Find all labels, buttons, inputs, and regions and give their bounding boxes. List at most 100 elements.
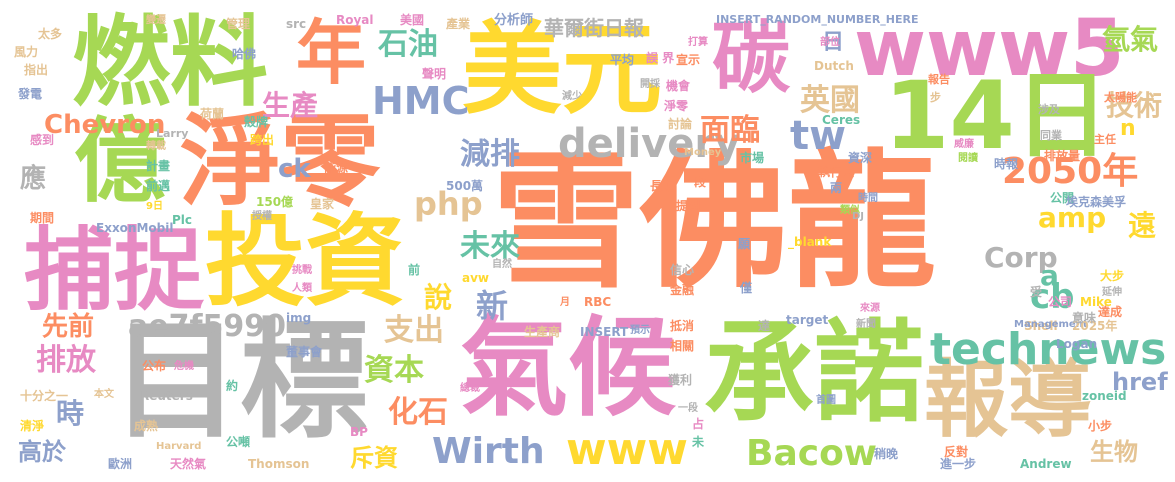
word: 生產 xyxy=(262,89,319,122)
word: 生物 xyxy=(1090,438,1138,466)
word: Management xyxy=(1014,319,1088,330)
word: 9日 xyxy=(146,201,163,212)
word: 太陽能 xyxy=(1104,91,1137,104)
word: 變遷 xyxy=(146,15,166,26)
word: Logan xyxy=(1056,337,1098,351)
word: 太多 xyxy=(38,27,63,41)
word: delivery xyxy=(558,121,741,167)
word: 捕捉 xyxy=(24,218,204,323)
word: 哈佛 xyxy=(232,47,257,61)
word: www xyxy=(566,424,688,475)
word: 石油 xyxy=(378,27,438,62)
word: Dutch xyxy=(814,59,854,73)
word: 氣候 xyxy=(460,306,677,431)
word: 危機 xyxy=(174,361,194,372)
word: 打算 xyxy=(688,37,708,48)
word: amp xyxy=(1038,201,1107,234)
word: 期間 xyxy=(30,211,55,225)
word: 稍晚 xyxy=(874,447,899,461)
word: 承諾 xyxy=(704,309,924,437)
word: 反對 xyxy=(944,445,969,459)
word: 產業 xyxy=(446,17,471,31)
word: avw xyxy=(462,271,490,285)
word: Reuters xyxy=(140,389,193,403)
word: 面臨 xyxy=(700,113,760,148)
word: _blank xyxy=(788,235,832,249)
word: 目標 xyxy=(112,307,369,456)
word: Plc xyxy=(172,213,193,227)
word: 僅 xyxy=(740,281,753,295)
word: 聲明 xyxy=(422,67,447,81)
word: 技術 xyxy=(1106,89,1163,122)
word: www5 xyxy=(854,4,1125,94)
word: n xyxy=(1120,116,1136,141)
word: 董事會 xyxy=(286,345,323,359)
word: Wirth xyxy=(432,431,545,472)
word: Shell xyxy=(1024,319,1058,333)
word: 英國 xyxy=(800,83,860,118)
word: 轉載 xyxy=(146,141,166,152)
word: Harvard xyxy=(156,441,202,452)
word: 清淨 xyxy=(20,419,45,433)
word: 金融 xyxy=(670,283,695,297)
word: 埃克森美孚 xyxy=(1066,195,1127,209)
word: 占 xyxy=(692,417,705,431)
word: 華爾街日報 xyxy=(544,16,644,40)
word: 市場 xyxy=(740,151,765,165)
word: 雪佛龍 xyxy=(492,136,936,308)
word: 氫氣 xyxy=(1102,23,1159,56)
word: 殼牌 xyxy=(244,115,269,129)
word: Mike xyxy=(1080,295,1112,309)
word: 應 xyxy=(20,164,47,194)
word: 時間 xyxy=(858,193,878,204)
word: 未來 xyxy=(460,229,520,264)
word: 十分之一 xyxy=(20,389,69,403)
word: 前 xyxy=(408,263,421,277)
word: 達 xyxy=(758,319,771,333)
word: 人類 xyxy=(292,283,312,294)
word: 抵消 xyxy=(670,319,695,333)
word: 高於 xyxy=(18,438,66,466)
word: 億 xyxy=(74,108,167,215)
word: technews xyxy=(930,324,1167,375)
word: Bacow xyxy=(746,433,878,474)
word: 月 xyxy=(560,297,570,308)
word: 淨零 xyxy=(180,103,380,220)
word: 類似 xyxy=(840,205,860,216)
word: 首圖 xyxy=(816,395,836,406)
word: 投資 xyxy=(205,203,405,320)
word: 150億 xyxy=(256,195,294,209)
word: 宣示 xyxy=(676,53,701,67)
word: 主任 xyxy=(1094,133,1116,146)
word: 同業 xyxy=(1040,129,1062,142)
word: Larry xyxy=(156,127,189,140)
word: Corp xyxy=(984,241,1058,274)
word: 平均 xyxy=(610,53,635,67)
word: 排放量 xyxy=(1044,149,1081,163)
word: 能源 xyxy=(324,161,349,175)
word: DJ xyxy=(852,211,865,222)
word: BP xyxy=(350,425,368,439)
word: Royal xyxy=(336,13,374,27)
word: 新 xyxy=(476,287,509,325)
word: 獲利 xyxy=(668,373,693,387)
word: 減排 xyxy=(460,137,520,172)
word: href xyxy=(1112,368,1168,396)
word: 步 xyxy=(930,91,941,104)
word: RBC xyxy=(584,295,612,309)
word: 意味 xyxy=(1072,311,1097,325)
word: 荷蘭 xyxy=(200,107,225,121)
word: 感到 xyxy=(30,133,55,147)
word: 日 xyxy=(822,30,845,55)
word: 小步 xyxy=(1088,419,1113,433)
word: 來源 xyxy=(860,303,880,314)
word: 年 xyxy=(296,12,366,94)
word: 延伸 xyxy=(1102,287,1122,298)
word: 美元 xyxy=(462,11,662,128)
word: 資本 xyxy=(364,353,424,388)
word: 說 xyxy=(424,281,453,314)
word: 未 xyxy=(692,435,705,449)
word: INSERT_RANDOM_NUMBER_HERE xyxy=(716,13,919,26)
word: 遠 xyxy=(1128,209,1157,242)
